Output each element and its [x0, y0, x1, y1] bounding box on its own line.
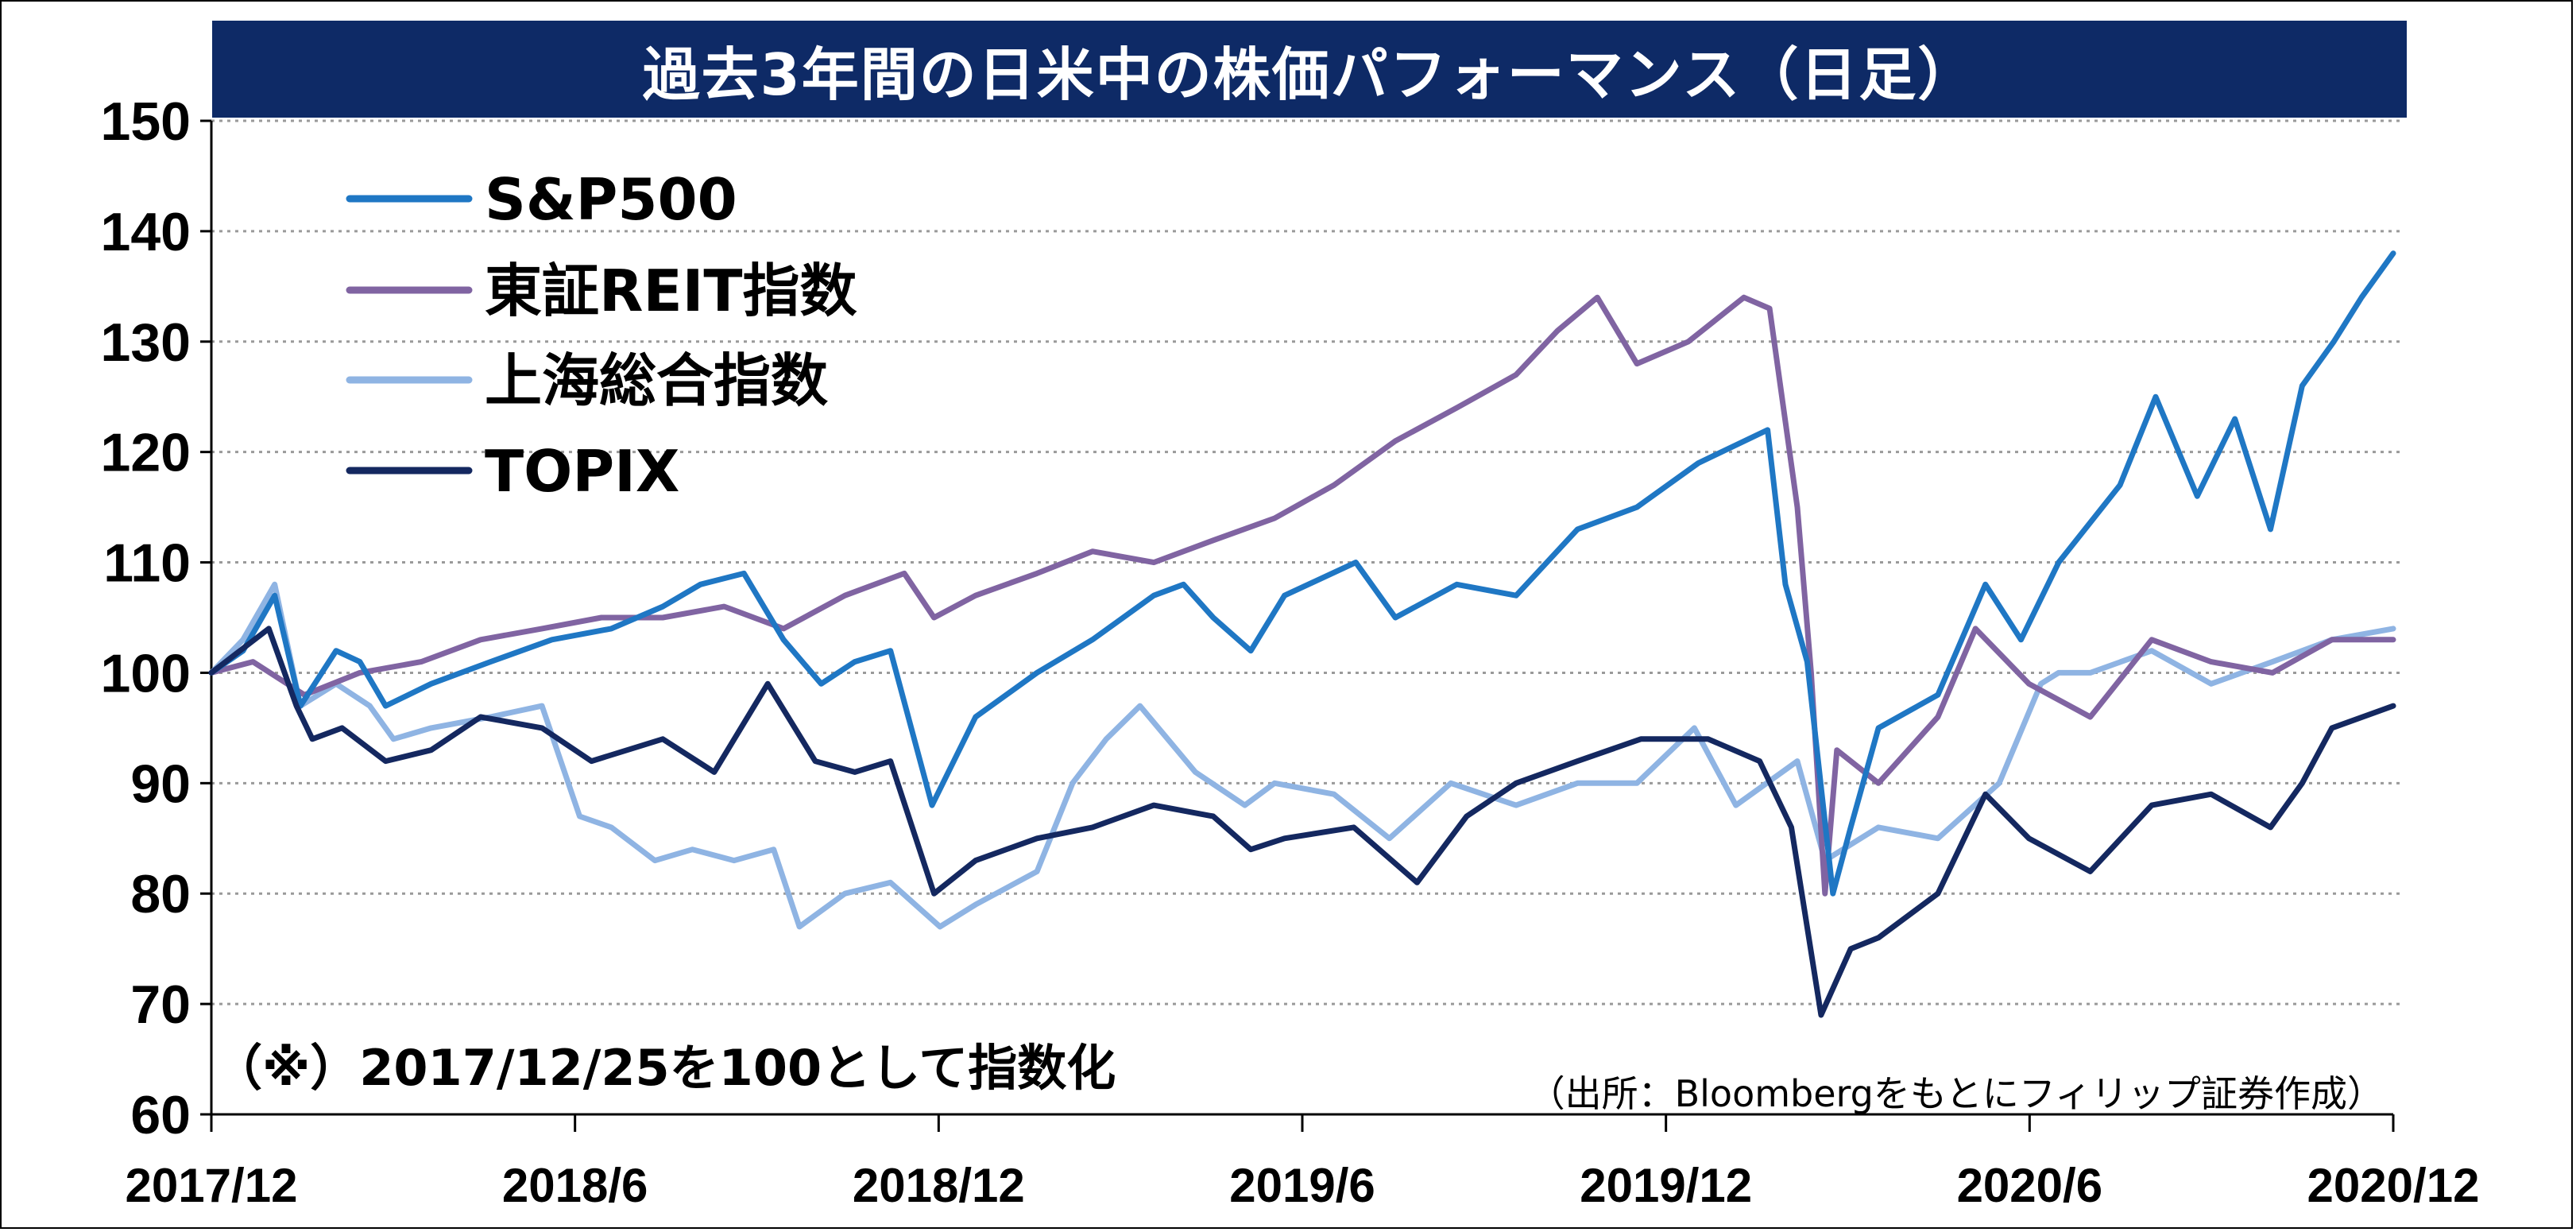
y-tick-label: 130 — [101, 312, 191, 373]
legend-label: 東証REIT指数 — [485, 258, 857, 324]
chart-title: 過去3年間の日米中の株価パフォーマンス（日足） — [212, 21, 2407, 118]
x-tick-label: 2018/6 — [502, 1159, 648, 1212]
x-tick-labels: 2017/12 2018/6 2018/12 2019/6 2019/12 2020/6 2… — [126, 1159, 2480, 1212]
axes — [200, 119, 2395, 1132]
source-note: （出所：Bloombergをもとにフィリップ証券作成） — [1529, 1072, 2384, 1115]
series-line — [208, 250, 2396, 897]
legend-label: 上海総合指数 — [485, 347, 828, 414]
y-tick-label: 110 — [103, 533, 191, 594]
series-line — [208, 626, 2396, 1018]
x-tick-label: 2019/6 — [1229, 1159, 1375, 1212]
y-tick-label: 80 — [130, 864, 191, 924]
y-tick-label: 120 — [101, 423, 191, 483]
series-line — [208, 294, 2396, 897]
y-tick-label: 140 — [101, 202, 191, 262]
x-tick-label: 2019/12 — [1580, 1159, 1752, 1212]
x-tick-label: 2020/12 — [2307, 1159, 2480, 1212]
index-note: （※）2017/12/25を100として指数化 — [213, 1039, 1116, 1097]
y-tick-label: 90 — [130, 754, 191, 814]
x-tick-label: 2020/6 — [1957, 1159, 2103, 1212]
x-tick-label: 2018/12 — [853, 1159, 1025, 1212]
legend-label: TOPIX — [485, 438, 679, 505]
series-lines — [208, 250, 2396, 1018]
legend-label: S&P500 — [485, 166, 737, 233]
series-line — [208, 581, 2396, 930]
gridlines — [211, 119, 2401, 1005]
y-tick-label: 100 — [101, 643, 191, 703]
y-tick-label: 150 — [101, 91, 191, 152]
y-tick-labels: 60 70 80 90 100 110 120 130 140 150 — [101, 91, 191, 1145]
x-tick-label: 2017/12 — [126, 1159, 298, 1212]
y-tick-label: 70 — [130, 974, 191, 1035]
y-tick-label: 60 — [130, 1085, 191, 1145]
